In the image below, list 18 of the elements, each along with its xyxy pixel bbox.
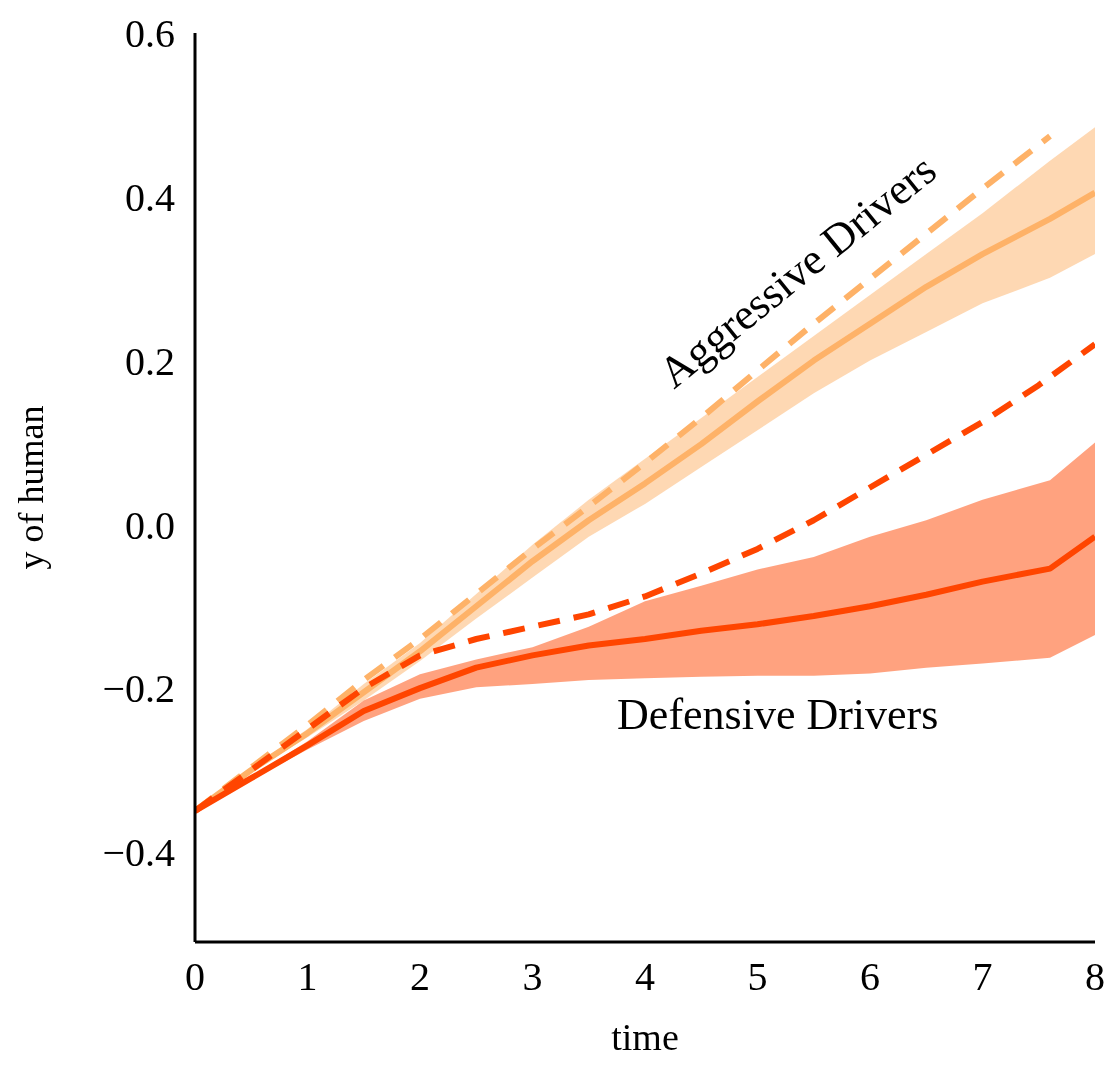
x-tick-label: 4 — [635, 954, 655, 1000]
x-tick-label: 8 — [1085, 954, 1105, 1000]
x-axis-title: time — [611, 1016, 679, 1058]
y-tick-label: 0.4 — [125, 174, 175, 220]
y-tick-label: 0.2 — [125, 338, 175, 384]
x-tick-label: 0 — [185, 954, 205, 1000]
x-tick-label: 1 — [297, 954, 318, 1000]
x-tick-label: 5 — [747, 954, 768, 1000]
x-tick-label: 7 — [972, 954, 993, 1000]
y-tick-label: −0.4 — [102, 830, 175, 876]
y-tick-label: −0.2 — [102, 666, 175, 712]
x-tick-label: 2 — [410, 954, 430, 1000]
y-tick-label: 0.0 — [125, 502, 175, 548]
y-tick-label: 0.6 — [125, 11, 175, 57]
x-tick-label: 6 — [860, 954, 880, 1000]
series-label: Defensive Drivers — [617, 690, 939, 740]
y-axis-title: y of human — [10, 405, 51, 570]
x-tick-label: 3 — [522, 954, 543, 1000]
